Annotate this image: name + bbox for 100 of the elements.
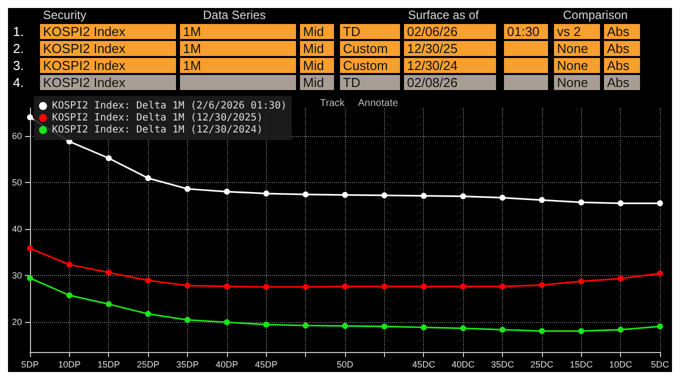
point bbox=[106, 270, 112, 276]
point bbox=[500, 283, 506, 290]
text: KOSPI2 Index bbox=[40, 41, 176, 56]
point bbox=[224, 319, 230, 326]
text: vs 2 bbox=[554, 24, 600, 39]
point bbox=[224, 188, 230, 195]
text: Abs bbox=[604, 58, 640, 73]
text: Abs bbox=[604, 75, 640, 90]
point bbox=[184, 282, 190, 289]
point bbox=[538, 197, 545, 204]
point bbox=[420, 192, 427, 199]
text: 2. bbox=[12, 41, 25, 56]
point bbox=[657, 200, 663, 206]
text: None bbox=[554, 75, 600, 90]
point bbox=[106, 155, 112, 162]
text: 1. bbox=[12, 24, 25, 39]
x-tick-label: 5DC bbox=[650, 360, 670, 370]
point bbox=[657, 270, 663, 276]
y-tick-label: 20 bbox=[12, 316, 22, 327]
point bbox=[618, 326, 624, 333]
text: 1M bbox=[180, 58, 296, 73]
point bbox=[460, 193, 466, 200]
point bbox=[66, 262, 72, 268]
point bbox=[578, 278, 584, 284]
point bbox=[538, 328, 545, 334]
x-tick-label: 10DC bbox=[609, 360, 633, 370]
point bbox=[145, 175, 152, 182]
point bbox=[342, 283, 348, 290]
text: 3. bbox=[12, 58, 25, 73]
point bbox=[460, 283, 466, 290]
text: Surface as of bbox=[408, 8, 479, 22]
text: TD bbox=[340, 24, 400, 39]
point bbox=[657, 323, 663, 330]
point bbox=[381, 192, 388, 198]
x-tick-label: 25DP bbox=[136, 360, 160, 370]
text: 12/30/24 bbox=[404, 58, 496, 73]
legend-label: KOSPI2 Index: Delta 1M (12/30/2024) bbox=[52, 124, 263, 136]
y-tick-label: 30 bbox=[12, 270, 22, 280]
point bbox=[381, 323, 388, 330]
x-tick-label: 40DC bbox=[452, 360, 476, 370]
text: 02/08/26 bbox=[404, 75, 496, 90]
point bbox=[420, 283, 427, 290]
text: 12/30/25 bbox=[404, 41, 496, 56]
point bbox=[263, 190, 270, 197]
text: Mid bbox=[300, 75, 334, 90]
x-tick-label: 15DC bbox=[570, 360, 594, 370]
point bbox=[145, 277, 152, 284]
point bbox=[342, 192, 348, 198]
point bbox=[618, 200, 624, 206]
point bbox=[381, 283, 388, 290]
point bbox=[27, 275, 33, 282]
point bbox=[500, 326, 506, 333]
point bbox=[578, 328, 584, 334]
point bbox=[618, 276, 624, 282]
x-tick-label: 45DP bbox=[254, 360, 278, 370]
x-tick-label: 5DP bbox=[21, 360, 39, 370]
annotation: Track bbox=[320, 98, 345, 109]
text: KOSPI2 Index bbox=[40, 58, 176, 73]
x-tick-label: 40DP bbox=[216, 360, 238, 370]
text: TD bbox=[340, 75, 400, 90]
annotation: Annotate bbox=[358, 98, 398, 109]
text: Abs bbox=[604, 24, 640, 39]
point bbox=[184, 186, 190, 192]
x-tick-label: 25DC bbox=[530, 360, 554, 370]
point bbox=[263, 284, 270, 290]
point bbox=[106, 301, 112, 308]
y-tick-label: 60 bbox=[12, 130, 22, 141]
legend-label: KOSPI2 Index: Delta 1M (2/6/2026 01:30) bbox=[52, 100, 287, 112]
text: 1M bbox=[180, 41, 296, 56]
text: 02/06/26 bbox=[404, 24, 496, 39]
point bbox=[538, 282, 545, 288]
text: Comparison bbox=[563, 8, 628, 22]
point bbox=[342, 322, 348, 329]
point bbox=[302, 191, 309, 198]
text: 1M bbox=[180, 24, 296, 39]
text: 4. bbox=[12, 75, 25, 90]
text: Mid bbox=[300, 24, 334, 39]
point bbox=[500, 194, 506, 201]
x-tick-label: 45DC bbox=[412, 360, 436, 370]
text: Mid bbox=[300, 41, 334, 56]
text: Abs bbox=[604, 41, 640, 56]
point bbox=[184, 316, 190, 323]
point bbox=[578, 199, 584, 206]
x-tick-label: 35DC bbox=[490, 360, 514, 370]
point bbox=[302, 322, 309, 329]
text: None bbox=[554, 58, 600, 73]
point bbox=[302, 284, 309, 290]
point bbox=[145, 310, 152, 317]
x-tick-label: 15DP bbox=[97, 360, 120, 370]
point bbox=[27, 114, 33, 120]
y-tick-label: 50 bbox=[12, 177, 22, 188]
text: 01:30 bbox=[504, 24, 548, 39]
legend-label: KOSPI2 Index: Delta 1M (12/30/2025) bbox=[52, 112, 263, 124]
point bbox=[66, 292, 72, 298]
point bbox=[263, 322, 270, 328]
text: KOSPI2 Index bbox=[40, 24, 176, 39]
text: Security bbox=[43, 8, 86, 22]
text: Mid bbox=[300, 58, 334, 73]
text: Custom bbox=[340, 41, 400, 56]
point bbox=[460, 325, 466, 332]
